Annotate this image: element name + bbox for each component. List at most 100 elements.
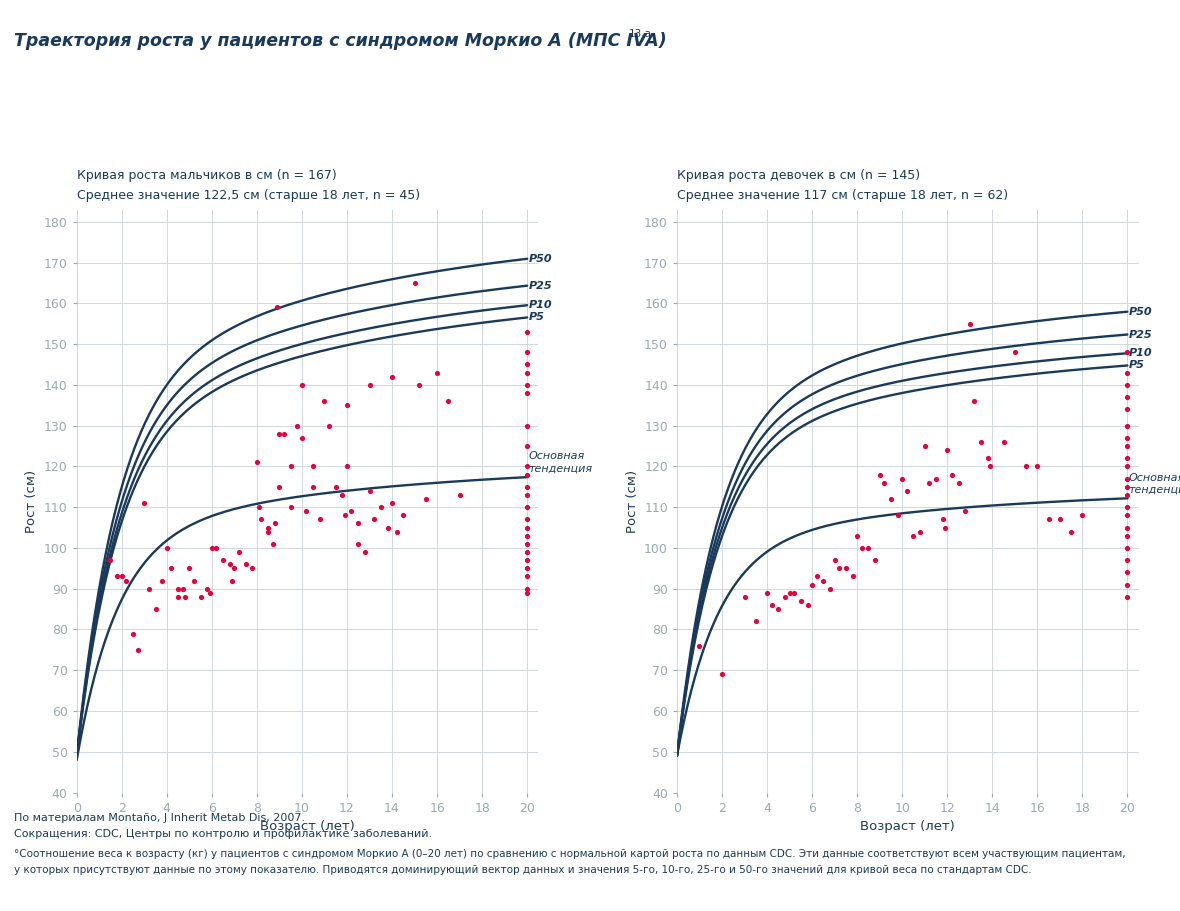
Point [179,561,198,576]
Point [802,578,821,592]
Point [169,589,188,604]
Point [1117,565,1136,579]
Text: °Соотношение веса к возрасту (кг) у пациентов с синдромом Моркио А (0–20 лет) по: °Соотношение веса к возрасту (кг) у паци… [14,849,1126,859]
Point [518,467,537,482]
Point [780,586,799,600]
Point [243,561,262,576]
Point [1117,345,1136,360]
Point [112,569,131,584]
Point [203,540,222,555]
Point [135,496,153,510]
Point [978,451,997,466]
Point [365,512,384,527]
Point [153,573,172,588]
Point [893,471,912,486]
Point [173,581,192,596]
Point [1028,459,1047,474]
Point [518,553,537,568]
Point [518,586,537,600]
Point [518,561,537,576]
Point [117,573,136,588]
Point [1040,512,1058,527]
Point [844,569,863,584]
Point [769,602,788,617]
Point [798,598,817,612]
Point [225,561,244,576]
Point [916,439,935,454]
Point [372,500,391,515]
Point [518,345,537,360]
Point [1073,508,1092,523]
Point [355,545,374,559]
Point [1005,345,1024,360]
Point [198,581,217,596]
Point [965,394,984,408]
Point [129,642,148,657]
Point [293,431,312,445]
Point [825,553,844,568]
Point [1117,479,1136,494]
X-axis label: Возраст (лет): Возраст (лет) [261,820,355,834]
Point [378,520,396,535]
Point [250,500,269,515]
Point [201,586,219,600]
Point [518,324,537,339]
Point [919,476,938,490]
Point [303,479,322,494]
Point [417,492,435,507]
Text: P5: P5 [529,312,544,322]
Point [281,500,300,515]
Point [427,365,446,380]
Point [518,418,537,433]
Text: Кривая роста девочек в см (n = 145): Кривая роста девочек в см (n = 145) [677,169,920,182]
Point [847,528,866,543]
Point [518,479,537,494]
Point [897,484,916,498]
Text: Среднее значение 117 см (старше 18 лет, n = 62): Среднее значение 117 см (старше 18 лет, … [677,189,1008,202]
Point [405,276,424,291]
Point [1062,525,1081,539]
Point [337,398,356,413]
Text: 13,a: 13,a [629,29,651,39]
Point [1117,589,1136,604]
Point [762,598,781,612]
Point [146,602,165,617]
Point [518,459,537,474]
Point [1117,390,1136,404]
Point [258,525,277,539]
Point [382,369,401,384]
Point [1117,528,1136,543]
Text: Кривая роста мальчиков в см (n = 167): Кривая роста мальчиков в см (n = 167) [77,169,336,182]
Point [169,581,188,596]
Point [994,435,1012,449]
Point [221,557,240,571]
Point [101,553,120,568]
Point [713,667,732,681]
Point [394,508,413,523]
Point [518,520,537,535]
Point [1117,487,1136,502]
Point [303,459,322,474]
Text: P50: P50 [529,254,552,264]
Point [266,517,284,531]
Text: P25: P25 [529,281,552,291]
Point [518,385,537,400]
Point [936,520,955,535]
Point [176,589,195,604]
Point [792,594,811,609]
X-axis label: Возраст (лет): Возраст (лет) [860,820,955,834]
Point [690,639,709,653]
Point [288,418,307,433]
Point [253,512,271,527]
Y-axis label: Рост (см): Рост (см) [25,469,38,533]
Text: Основная
тенденция: Основная тенденция [529,452,592,473]
Point [518,487,537,502]
Text: P25: P25 [1128,330,1152,340]
Point [1117,471,1136,486]
Text: P5: P5 [1128,361,1145,371]
Point [1117,431,1136,445]
Text: у которых присутствуют данные по этому показателю. Приводятся доминирующий векто: у которых присутствуют данные по этому п… [14,865,1031,875]
Point [1017,459,1036,474]
Point [814,573,833,588]
Point [337,459,356,474]
